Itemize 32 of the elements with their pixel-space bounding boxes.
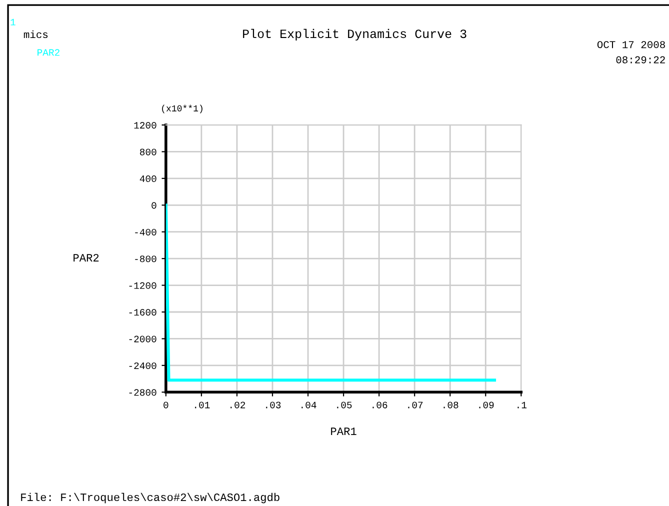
x-tick-label: .04 <box>302 402 316 408</box>
x-tick-label: .1 <box>518 402 527 408</box>
text: PAR2 <box>38 49 60 56</box>
x-tick-label: .08 <box>444 402 458 408</box>
y-tick-label: -2400 <box>129 362 156 370</box>
x-tick-label: .01 <box>195 402 210 408</box>
x-tick-label: .09 <box>479 402 494 408</box>
y-tick-label: 400 <box>140 175 156 182</box>
y-tick-label: -2800 <box>129 389 156 396</box>
x-tick-label: .03 <box>266 402 281 408</box>
x-tick-label: .06 <box>372 402 388 408</box>
y-tick-label: 0 <box>152 202 156 209</box>
x-tick-label: 0 <box>164 402 168 408</box>
x-tick-label: .07 <box>408 402 423 408</box>
y-tick-label: -2000 <box>129 336 156 342</box>
y-tick-label: 1200 <box>134 122 156 129</box>
y-axis-title: PAR2 <box>74 254 99 262</box>
chart-title: Plot Explicit Dynamics Curve 3 <box>243 28 466 41</box>
text: OCT 17 2008 <box>597 41 665 48</box>
text: File: F:\Troqueles\caso#2\sw\CASO1.agdb <box>21 492 280 504</box>
y-tick-label: -800 <box>135 256 156 262</box>
text: mics <box>24 30 48 38</box>
x-tick-label: .02 <box>230 402 246 408</box>
text: 08:29:22 <box>616 56 665 64</box>
x-tick-label: .05 <box>337 402 352 408</box>
text: (x10**1) <box>162 104 202 114</box>
y-tick-label: 800 <box>140 148 156 156</box>
x-axis-title: PAR1 <box>331 428 356 435</box>
y-tick-label: -1600 <box>129 309 156 316</box>
text: 1 <box>10 18 16 26</box>
y-tick-label: -1200 <box>129 282 156 289</box>
y-tick-label: -400 <box>135 228 156 236</box>
